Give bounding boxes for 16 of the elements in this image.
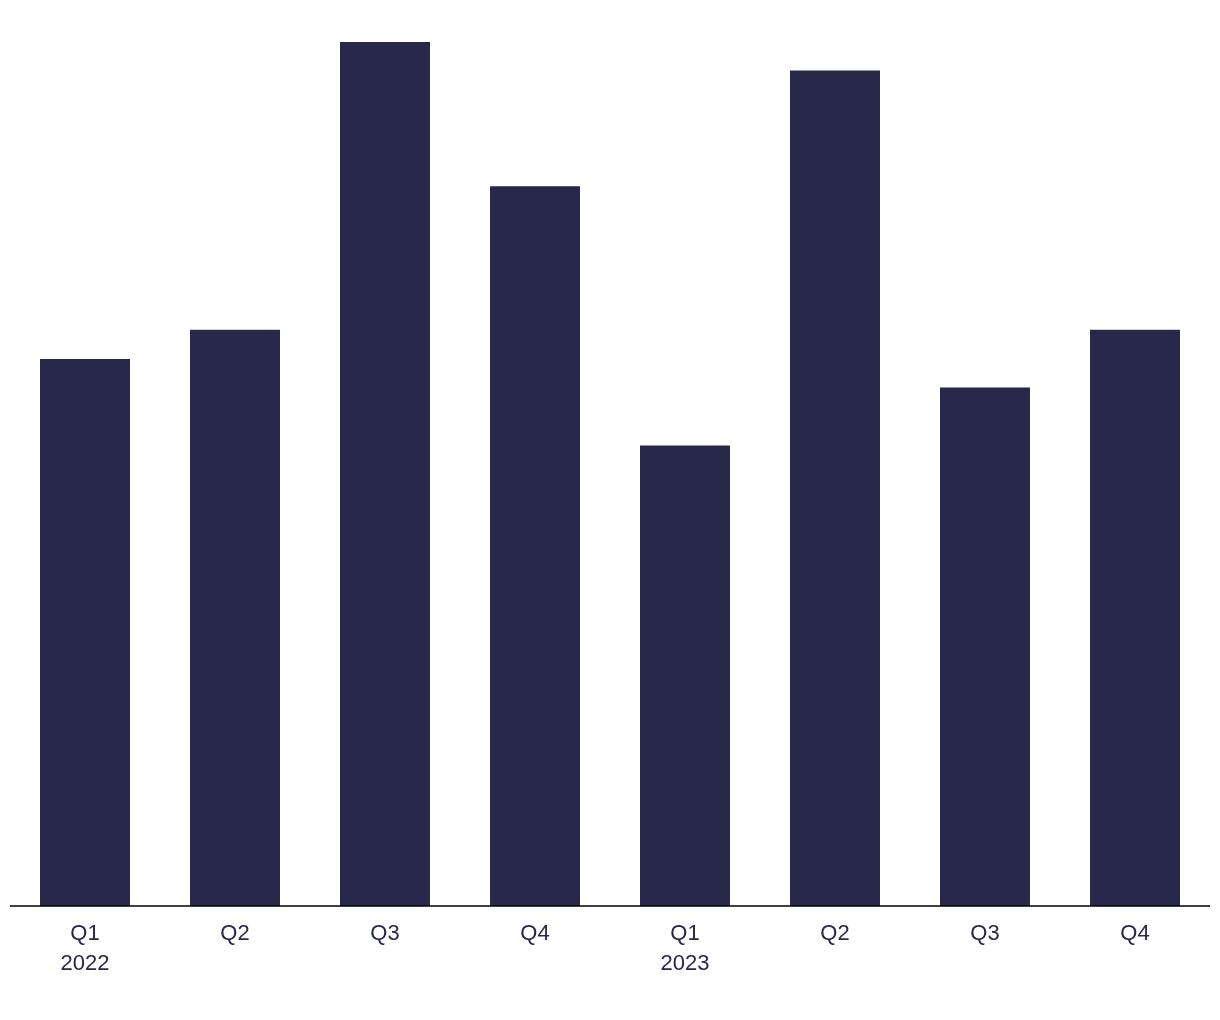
x-tick-label: Q4 xyxy=(1120,920,1150,945)
bar xyxy=(340,42,430,906)
bar xyxy=(40,359,130,906)
bar xyxy=(640,445,730,906)
bar xyxy=(490,186,580,906)
bar xyxy=(1090,329,1180,906)
x-tick-label: Q2 xyxy=(220,920,250,945)
x-tick-label: Q1 2023 xyxy=(660,920,710,975)
x-tick-label: Q1 2022 xyxy=(60,920,110,975)
bar xyxy=(940,387,1030,906)
x-tick-label: Q3 xyxy=(970,920,1000,945)
bar xyxy=(790,70,880,906)
bar xyxy=(190,329,280,906)
x-tick-label: Q4 xyxy=(520,920,550,945)
x-tick-label: Q3 xyxy=(370,920,400,945)
x-tick-label: Q2 xyxy=(820,920,850,945)
